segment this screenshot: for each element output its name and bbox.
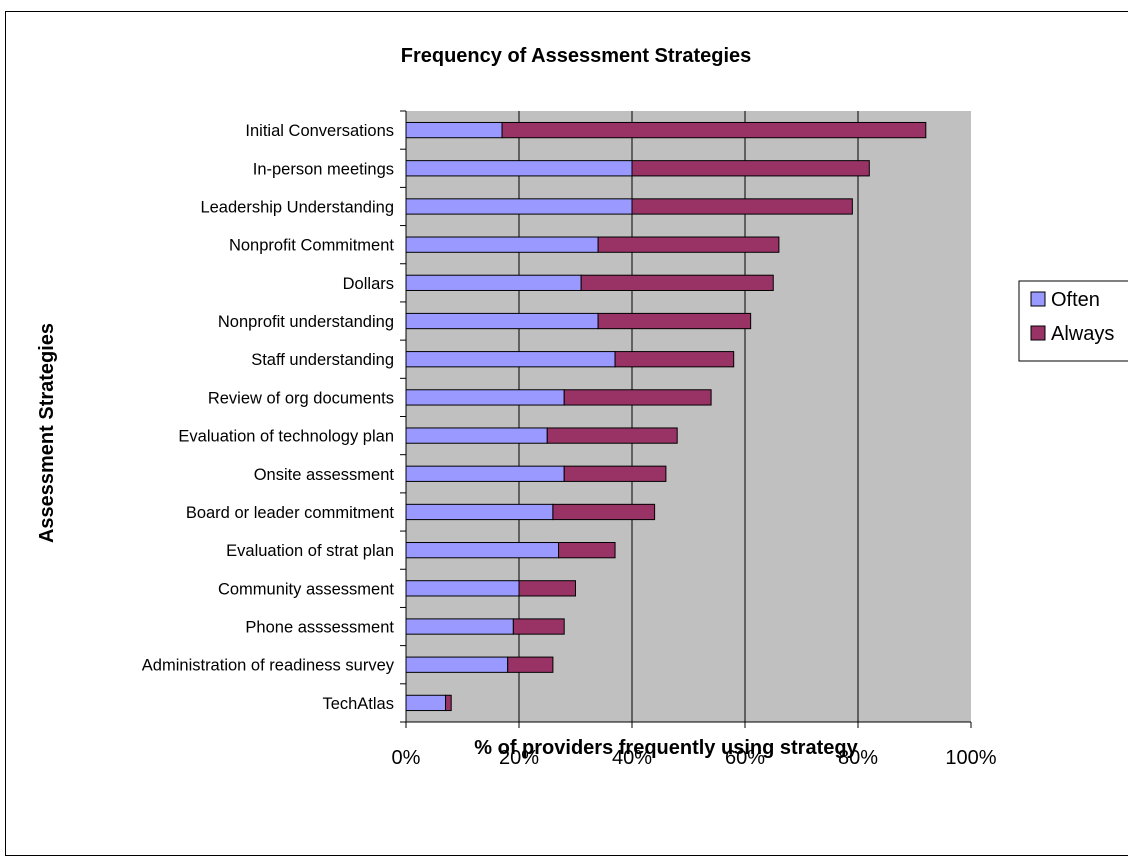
bar-often-10 xyxy=(405,503,554,521)
bars xyxy=(405,121,927,712)
chart-title: Frequency of Assessment Strategies xyxy=(401,45,752,67)
x-tick-label: 60% xyxy=(725,747,765,769)
bar-always-3 xyxy=(597,236,780,253)
x-tick-labels: 0% 20% 40% 60% 80% 100% xyxy=(392,747,997,769)
category-labels: Initial Conversations In-person meetings L… xyxy=(142,122,395,713)
x-tick-label: 20% xyxy=(499,747,539,769)
bar-often-8 xyxy=(405,427,548,444)
bar-often-12 xyxy=(405,580,520,597)
legend-swatch-always xyxy=(1030,325,1046,341)
bar-often-4 xyxy=(405,274,582,291)
bar-often-13 xyxy=(405,618,514,635)
bar-often-5 xyxy=(405,312,599,330)
chart-frame: Frequency of Assessment Strategies Initi… xyxy=(5,11,1128,856)
bar-often-0 xyxy=(405,121,503,139)
category-label: Administration of readiness survey xyxy=(142,657,395,675)
x-tick-label: 80% xyxy=(838,747,878,769)
bar-often-14 xyxy=(405,656,509,673)
category-label: Community assessment xyxy=(218,580,394,598)
category-label: Initial Conversations xyxy=(245,122,394,140)
bar-often-2 xyxy=(405,198,633,215)
bar-always-9 xyxy=(563,465,667,482)
bar-often-11 xyxy=(405,542,560,559)
category-label: Evaluation of strat plan xyxy=(226,542,394,560)
y-axis-title: Assessment Strategies xyxy=(36,323,58,543)
x-tick-label: 100% xyxy=(945,747,996,769)
category-label: In-person meetings xyxy=(253,160,394,178)
bar-always-4 xyxy=(580,274,774,291)
category-label: Leadership Understanding xyxy=(200,198,394,216)
category-label: Staff understanding xyxy=(251,351,394,369)
bar-often-1 xyxy=(405,160,633,177)
bar-always-13 xyxy=(512,618,565,635)
bar-always-5 xyxy=(597,312,752,330)
category-label: TechAtlas xyxy=(322,695,394,713)
legend-label-always: Always xyxy=(1051,323,1114,345)
bar-always-10 xyxy=(552,503,656,521)
bar-often-3 xyxy=(405,236,599,253)
category-label: Evaluation of technology plan xyxy=(178,428,394,446)
category-label: Nonprofit Commitment xyxy=(229,237,394,255)
bar-often-15 xyxy=(405,694,447,712)
bar-always-1 xyxy=(631,160,870,177)
category-label: Dollars xyxy=(343,275,394,293)
stacked-bar-chart: Frequency of Assessment Strategies Initi… xyxy=(36,45,1128,769)
bar-always-7 xyxy=(563,389,712,406)
axes xyxy=(400,110,972,728)
bar-often-9 xyxy=(405,465,565,482)
bar-always-8 xyxy=(546,427,678,444)
category-label: Nonprofit understanding xyxy=(218,313,394,331)
category-label: Onsite assessment xyxy=(254,466,395,484)
category-label: Phone asssessment xyxy=(245,619,394,637)
bar-always-11 xyxy=(558,542,616,559)
legend-label-often: Often xyxy=(1051,289,1100,311)
bar-always-2 xyxy=(631,198,853,215)
x-tick-label: 40% xyxy=(612,747,652,769)
bar-always-15 xyxy=(445,694,452,712)
legend: Often Always xyxy=(1018,280,1128,362)
legend-swatch-often xyxy=(1030,291,1046,307)
bar-often-6 xyxy=(405,351,616,368)
bar-always-12 xyxy=(518,580,576,597)
x-axis-title: % of providers frequently using strategy xyxy=(474,737,858,759)
bar-always-0 xyxy=(501,121,927,139)
category-label: Board or leader commitment xyxy=(186,504,395,522)
x-tick-label: 0% xyxy=(392,747,421,769)
bar-always-14 xyxy=(507,656,554,673)
bar-always-6 xyxy=(614,351,735,368)
bar-often-7 xyxy=(405,389,565,406)
category-label: Review of org documents xyxy=(208,389,394,407)
